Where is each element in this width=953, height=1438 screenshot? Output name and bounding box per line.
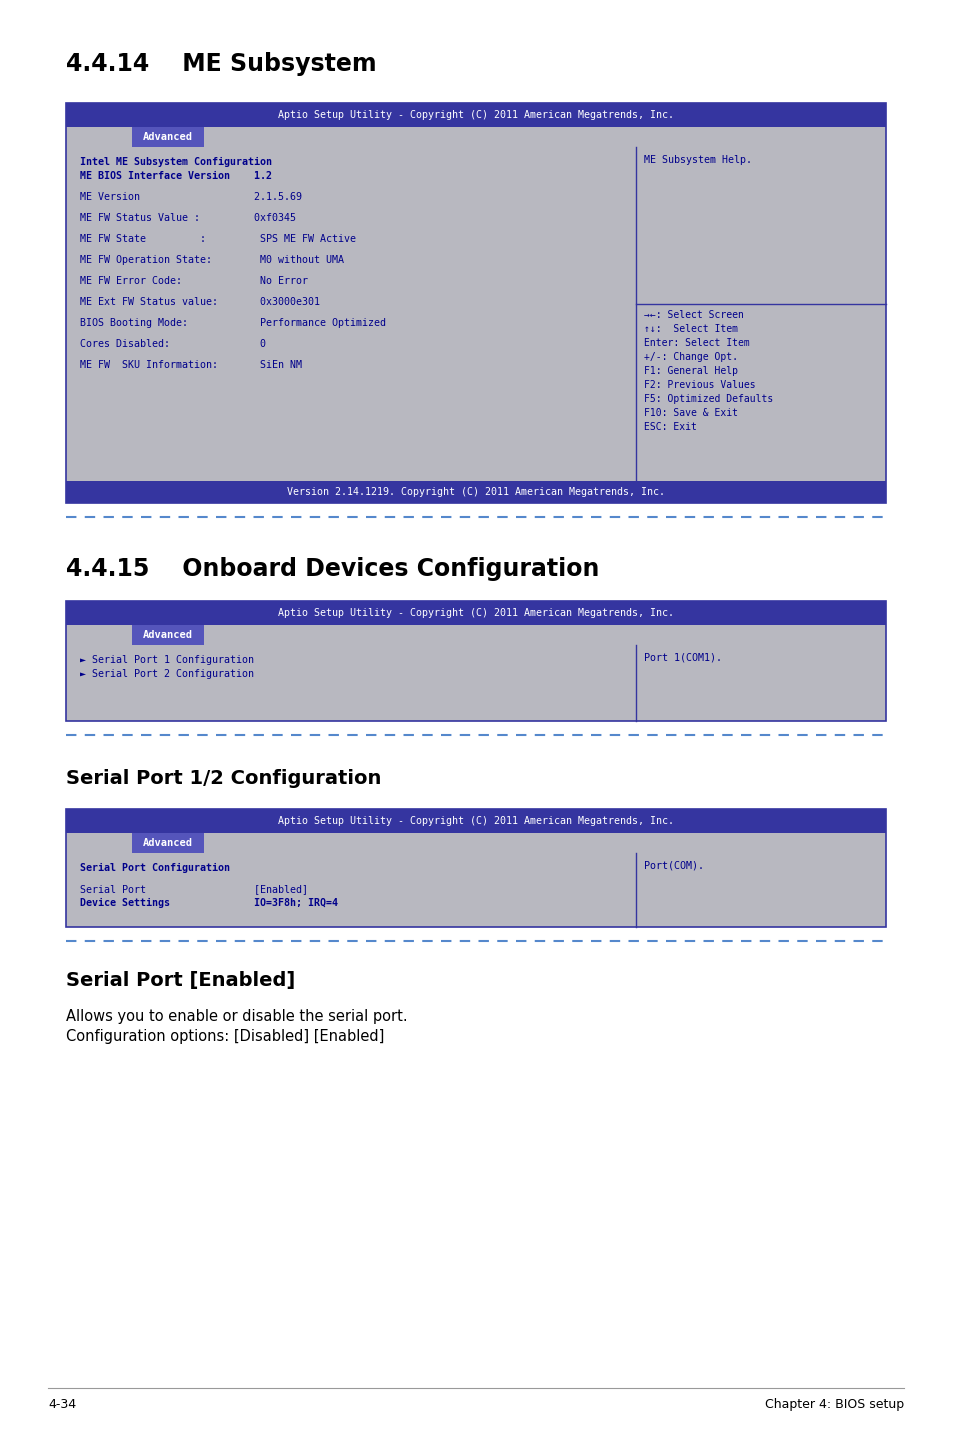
Text: →←: Select Screen: →←: Select Screen [643,311,743,321]
Text: Configuration options: [Disabled] [Enabled]: Configuration options: [Disabled] [Enabl… [66,1030,384,1044]
Text: Aptio Setup Utility - Copyright (C) 2011 American Megatrends, Inc.: Aptio Setup Utility - Copyright (C) 2011… [277,608,673,618]
Bar [132,127,204,147]
Bar [66,810,885,928]
Bar [132,833,204,853]
Text: Device Settings              IO=3F8h; IRQ=4: Device Settings IO=3F8h; IRQ=4 [80,897,337,907]
Text: Enter: Select Item: Enter: Select Item [643,338,749,348]
Text: Aptio Setup Utility - Copyright (C) 2011 American Megatrends, Inc.: Aptio Setup Utility - Copyright (C) 2011… [277,815,673,825]
Text: +/-: Change Opt.: +/-: Change Opt. [643,352,737,362]
Text: BIOS Booting Mode:            Performance Optimized: BIOS Booting Mode: Performance Optimized [80,318,386,328]
Text: Serial Port                  [Enabled]: Serial Port [Enabled] [80,884,308,894]
Text: Aptio Setup Utility - Copyright (C) 2011 American Megatrends, Inc.: Aptio Setup Utility - Copyright (C) 2011… [277,109,673,119]
Text: F10: Save & Exit: F10: Save & Exit [643,408,737,418]
Text: ► Serial Port 2 Configuration: ► Serial Port 2 Configuration [80,669,253,679]
Text: Intel ME Subsystem Configuration: Intel ME Subsystem Configuration [80,157,272,167]
Text: Advanced: Advanced [143,630,193,640]
Text: ME Ext FW Status value:       0x3000e301: ME Ext FW Status value: 0x3000e301 [80,298,319,306]
Text: ME Version                   2.1.5.69: ME Version 2.1.5.69 [80,193,302,201]
Text: ME FW Operation State:        M0 without UMA: ME FW Operation State: M0 without UMA [80,255,344,265]
Text: Serial Port 1/2 Configuration: Serial Port 1/2 Configuration [66,769,381,788]
Text: Port 1(COM1).: Port 1(COM1). [643,653,721,663]
Text: ME FW State         :         SPS ME FW Active: ME FW State : SPS ME FW Active [80,234,355,244]
Text: F1: General Help: F1: General Help [643,367,737,375]
Text: 4.4.14    ME Subsystem: 4.4.14 ME Subsystem [66,52,376,76]
Text: ME FW Status Value :         0xf0345: ME FW Status Value : 0xf0345 [80,213,295,223]
Bar [132,626,204,646]
Text: 4.4.15    Onboard Devices Configuration: 4.4.15 Onboard Devices Configuration [66,557,598,581]
Bar [66,104,885,503]
Text: 4-34: 4-34 [48,1398,76,1411]
Text: ME BIOS Interface Version    1.2: ME BIOS Interface Version 1.2 [80,171,272,181]
Text: F5: Optimized Defaults: F5: Optimized Defaults [643,394,772,404]
Text: Port(COM).: Port(COM). [643,861,703,871]
Text: ME FW  SKU Information:       SiEn NM: ME FW SKU Information: SiEn NM [80,360,302,370]
Text: Serial Port Configuration: Serial Port Configuration [80,863,230,873]
Text: Advanced: Advanced [143,132,193,142]
Bar [66,810,885,833]
Text: Advanced: Advanced [143,838,193,848]
Text: ME FW Error Code:             No Error: ME FW Error Code: No Error [80,276,308,286]
Text: Cores Disabled:               0: Cores Disabled: 0 [80,339,266,349]
Bar [66,104,885,127]
Bar [66,601,885,720]
Text: Serial Port [Enabled]: Serial Port [Enabled] [66,971,294,989]
Text: Chapter 4: BIOS setup: Chapter 4: BIOS setup [764,1398,903,1411]
Text: ↑↓:  Select Item: ↑↓: Select Item [643,324,737,334]
Text: Allows you to enable or disable the serial port.: Allows you to enable or disable the seri… [66,1009,407,1024]
Text: F2: Previous Values: F2: Previous Values [643,380,755,390]
Text: Version 2.14.1219. Copyright (C) 2011 American Megatrends, Inc.: Version 2.14.1219. Copyright (C) 2011 Am… [287,487,664,498]
Text: ► Serial Port 1 Configuration: ► Serial Port 1 Configuration [80,654,253,664]
Bar [66,480,885,503]
Text: ME Subsystem Help.: ME Subsystem Help. [643,155,751,165]
Text: ESC: Exit: ESC: Exit [643,421,696,431]
Bar [66,601,885,626]
